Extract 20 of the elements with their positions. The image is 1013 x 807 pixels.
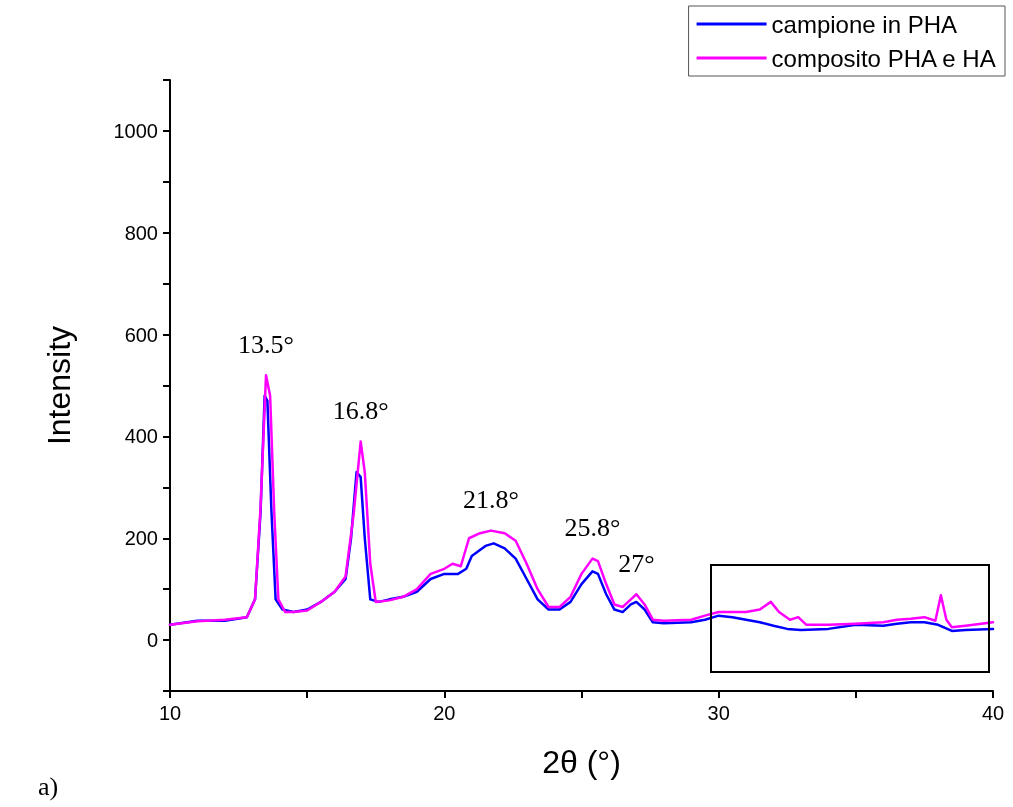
annotation: 13.5° — [238, 329, 294, 359]
y-tick-label: 1000 — [113, 119, 158, 142]
y-tick-label: 400 — [124, 425, 158, 448]
x-tick-label: 30 — [707, 702, 730, 724]
x-axis-title: 2θ (°) — [542, 744, 621, 780]
legend-label: campione in PHA — [771, 10, 958, 38]
y-tick-label: 0 — [146, 629, 158, 652]
y-tick-label: 600 — [124, 323, 158, 346]
x-tick-label: 40 — [981, 702, 1005, 724]
x-tick-label: 20 — [433, 702, 456, 724]
legend-label: composito PHA e HA — [771, 44, 996, 72]
text: a) — [38, 771, 59, 801]
annotation: 21.8° — [463, 485, 519, 515]
annotation: 16.8° — [332, 396, 389, 426]
y-tick-label: 200 — [124, 527, 158, 550]
y-axis-title: Intensity — [41, 325, 77, 446]
y-tick-label: 800 — [124, 221, 158, 244]
annotation: 25.8° — [564, 513, 621, 543]
annotation: 27° — [618, 548, 655, 578]
x-tick-label: 10 — [158, 702, 182, 724]
